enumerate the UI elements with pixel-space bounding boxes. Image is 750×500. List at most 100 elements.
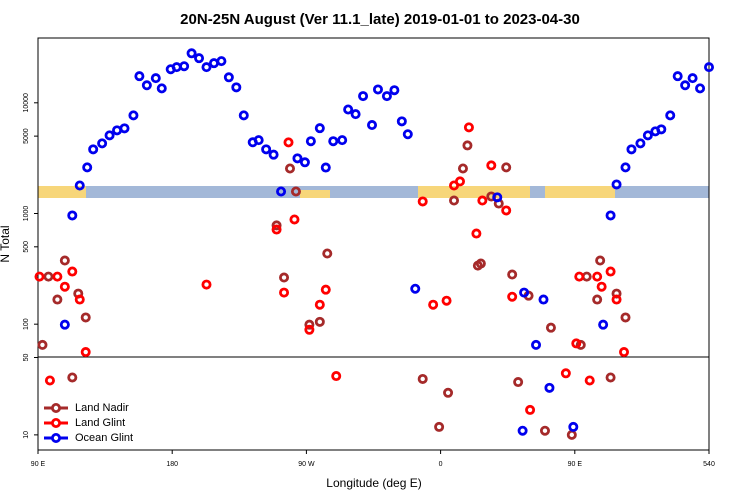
point [314, 316, 325, 327]
legend-label: Land Nadir [75, 402, 129, 414]
point [501, 205, 512, 216]
point [626, 144, 637, 155]
point [156, 83, 167, 94]
point [80, 312, 91, 323]
point [194, 53, 205, 64]
point [179, 61, 190, 72]
point [381, 91, 392, 102]
point [687, 73, 698, 84]
point [261, 144, 272, 155]
x-axis-label: Longitude (deg E) [326, 476, 421, 490]
point [52, 271, 63, 282]
point [443, 387, 454, 398]
point [642, 130, 653, 141]
point [238, 110, 249, 121]
point [539, 425, 550, 436]
point [525, 404, 536, 415]
point [656, 124, 667, 135]
point [186, 48, 197, 59]
y-tick-label: 50 [23, 354, 30, 362]
y-axis-label: N Total [0, 225, 12, 262]
x-tick-label: 0 [439, 461, 443, 468]
point [292, 153, 303, 164]
point [568, 421, 579, 432]
point [611, 179, 622, 190]
legend-marker [51, 417, 62, 428]
point [231, 82, 242, 93]
point [279, 287, 290, 298]
point [271, 224, 282, 235]
point [43, 271, 54, 282]
point [328, 136, 339, 147]
point [201, 279, 212, 290]
y-tick-label: 500 [23, 241, 30, 253]
point [279, 272, 290, 283]
y-tick-label: 5000 [23, 128, 30, 144]
point [560, 368, 571, 379]
point [519, 287, 530, 298]
point [299, 157, 310, 168]
point [571, 338, 582, 349]
point [88, 144, 99, 155]
point [337, 135, 348, 146]
point [619, 347, 630, 358]
point [417, 373, 428, 384]
point [82, 162, 93, 173]
point [680, 80, 691, 91]
point [34, 271, 45, 282]
x-tick-label: 90 E [31, 461, 46, 468]
chart-title: 20N-25N August (Ver 11.1_late) 2019-01-0… [180, 11, 580, 28]
point [620, 312, 631, 323]
point [283, 137, 294, 148]
point [462, 140, 473, 151]
point [343, 104, 354, 115]
point [320, 162, 331, 173]
point [596, 281, 607, 292]
point [350, 109, 361, 120]
point [665, 110, 676, 121]
x-tick-label: 540 [703, 461, 715, 468]
point [486, 160, 497, 171]
point [276, 186, 287, 197]
point [441, 295, 452, 306]
point [471, 228, 482, 239]
point [141, 80, 152, 91]
point [74, 180, 85, 191]
point [605, 372, 616, 383]
point [150, 73, 161, 84]
point [584, 375, 595, 386]
point [80, 347, 91, 358]
land [300, 190, 330, 198]
point [454, 176, 465, 187]
plot-frame [37, 37, 710, 451]
point [59, 281, 70, 292]
point [290, 186, 301, 197]
point [314, 299, 325, 310]
point [331, 371, 342, 382]
point [44, 375, 55, 386]
point [477, 195, 488, 206]
point [620, 162, 631, 173]
point [304, 324, 315, 335]
point [305, 136, 316, 147]
land [38, 186, 86, 198]
x-tick-label: 180 [166, 461, 178, 468]
point [37, 339, 48, 350]
point [545, 322, 556, 333]
point [566, 429, 577, 440]
point [289, 214, 300, 225]
point [74, 294, 85, 305]
point [507, 291, 518, 302]
point [704, 62, 715, 73]
point [574, 271, 585, 282]
point [434, 421, 445, 432]
ocean-band [38, 186, 709, 198]
point [417, 196, 428, 207]
point [367, 120, 378, 131]
map-strip [38, 186, 709, 198]
point [396, 116, 407, 127]
point [605, 266, 616, 277]
point [97, 138, 108, 149]
point [538, 294, 549, 305]
point [320, 284, 331, 295]
